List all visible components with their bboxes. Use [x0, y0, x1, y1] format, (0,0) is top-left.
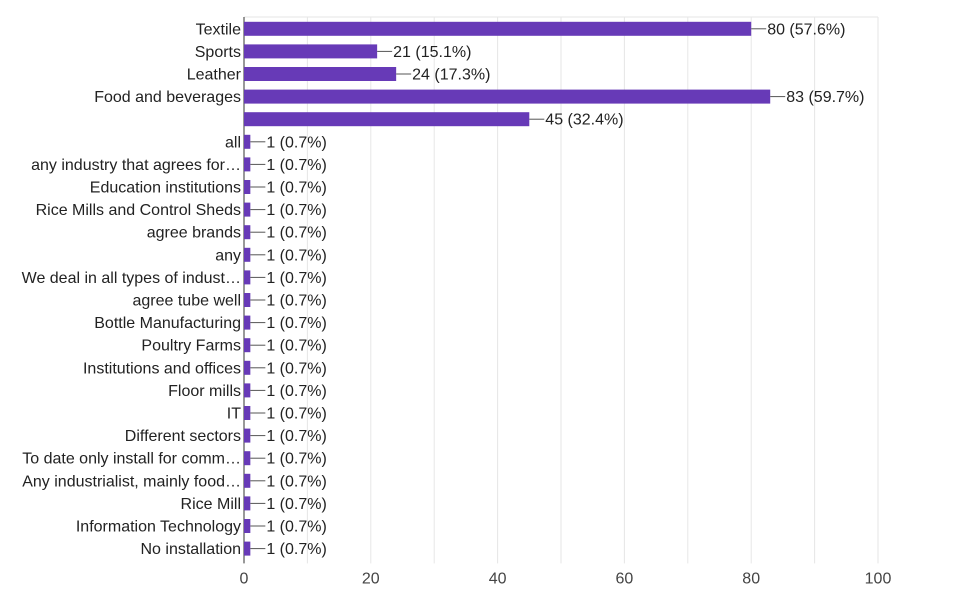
value-label: 1 (0.7%)	[266, 202, 326, 219]
category-label: Poultry Farms	[141, 338, 241, 355]
category-labels: Textile Sports Leather Food and beverages al…	[22, 21, 242, 558]
value-label: 1 (0.7%)	[266, 247, 326, 264]
bar	[244, 134, 251, 149]
category-label: Leather	[187, 67, 242, 84]
x-tick-label: 100	[865, 570, 892, 587]
value-label: 1 (0.7%)	[266, 225, 326, 242]
value-label: 80 (57.6%)	[767, 21, 845, 38]
category-label: agree tube well	[132, 293, 241, 310]
x-tick-label: 60	[616, 570, 634, 587]
category-label: Any industrialist, mainly food…	[22, 473, 241, 490]
grid-lines	[243, 16, 879, 564]
category-label: any	[215, 247, 241, 264]
category-label: No installation	[141, 541, 242, 558]
value-label: 24 (17.3%)	[412, 67, 490, 84]
x-tick-label: 20	[362, 570, 380, 587]
bar	[244, 406, 251, 420]
bar	[244, 225, 251, 240]
category-label: Floor mills	[168, 383, 241, 400]
bar	[244, 383, 251, 398]
bar	[244, 67, 397, 81]
bar	[244, 519, 251, 533]
value-label: 1 (0.7%)	[266, 428, 326, 445]
value-label: 1 (0.7%)	[266, 383, 326, 400]
bar	[244, 202, 251, 217]
bar	[244, 496, 251, 511]
category-label: To date only install for comm…	[22, 451, 241, 468]
value-label: 1 (0.7%)	[266, 360, 326, 377]
category-label: We deal in all types of indust…	[22, 270, 241, 287]
category-label: Rice Mill	[181, 496, 241, 513]
bar	[244, 270, 251, 285]
bar	[244, 89, 771, 104]
category-label: IT	[227, 406, 241, 423]
bars	[244, 21, 771, 556]
bar	[244, 44, 378, 59]
x-tick-label: 0	[240, 570, 249, 587]
bar	[244, 360, 251, 375]
category-label: Bottle Manufacturing	[94, 315, 241, 332]
category-label: Education institutions	[90, 180, 241, 197]
value-label: 1 (0.7%)	[266, 406, 326, 423]
category-label: Sports	[195, 44, 241, 61]
category-label: Information Technology	[76, 519, 241, 536]
value-label: 1 (0.7%)	[266, 338, 326, 355]
value-label: 1 (0.7%)	[266, 180, 326, 197]
bar	[244, 473, 251, 488]
category-label: Different sectors	[125, 428, 241, 445]
bar	[244, 428, 251, 443]
value-label: 83 (59.7%)	[786, 89, 864, 106]
bar	[244, 180, 251, 194]
category-label: agree brands	[147, 225, 241, 242]
value-label: 1 (0.7%)	[266, 157, 326, 174]
bar	[244, 21, 752, 36]
value-label: 1 (0.7%)	[266, 496, 326, 513]
value-label: 45 (32.4%)	[545, 112, 623, 129]
value-label: 1 (0.7%)	[266, 451, 326, 468]
bar	[244, 247, 251, 262]
bar	[244, 157, 251, 172]
value-label: 1 (0.7%)	[266, 473, 326, 490]
category-label: Food and beverages	[94, 89, 241, 106]
value-label: 1 (0.7%)	[266, 270, 326, 287]
value-label: 1 (0.7%)	[266, 315, 326, 332]
bar	[244, 315, 251, 330]
category-label: any industry that agrees for…	[31, 157, 241, 174]
value-label: 1 (0.7%)	[266, 293, 326, 310]
category-label: Institutions and offices	[83, 360, 241, 377]
bar	[244, 338, 251, 353]
category-label: all	[225, 134, 241, 151]
value-label: 1 (0.7%)	[266, 134, 326, 151]
value-labels: 80 (57.6%) 21 (15.1%) 24 (17.3%) 83 (59.7%)…	[250, 21, 864, 558]
x-axis-ticks: 0 20 40 60 80 100	[240, 570, 892, 587]
bar	[244, 293, 251, 307]
bar	[244, 112, 530, 127]
value-label: 1 (0.7%)	[266, 541, 326, 558]
bar	[244, 451, 251, 466]
value-label: 1 (0.7%)	[266, 519, 326, 536]
x-tick-label: 80	[742, 570, 760, 587]
x-tick-label: 40	[489, 570, 507, 587]
bar	[244, 541, 251, 556]
value-label: 21 (15.1%)	[393, 44, 471, 61]
category-label: Textile	[196, 21, 241, 38]
category-label: Rice Mills and Control Sheds	[36, 202, 241, 219]
